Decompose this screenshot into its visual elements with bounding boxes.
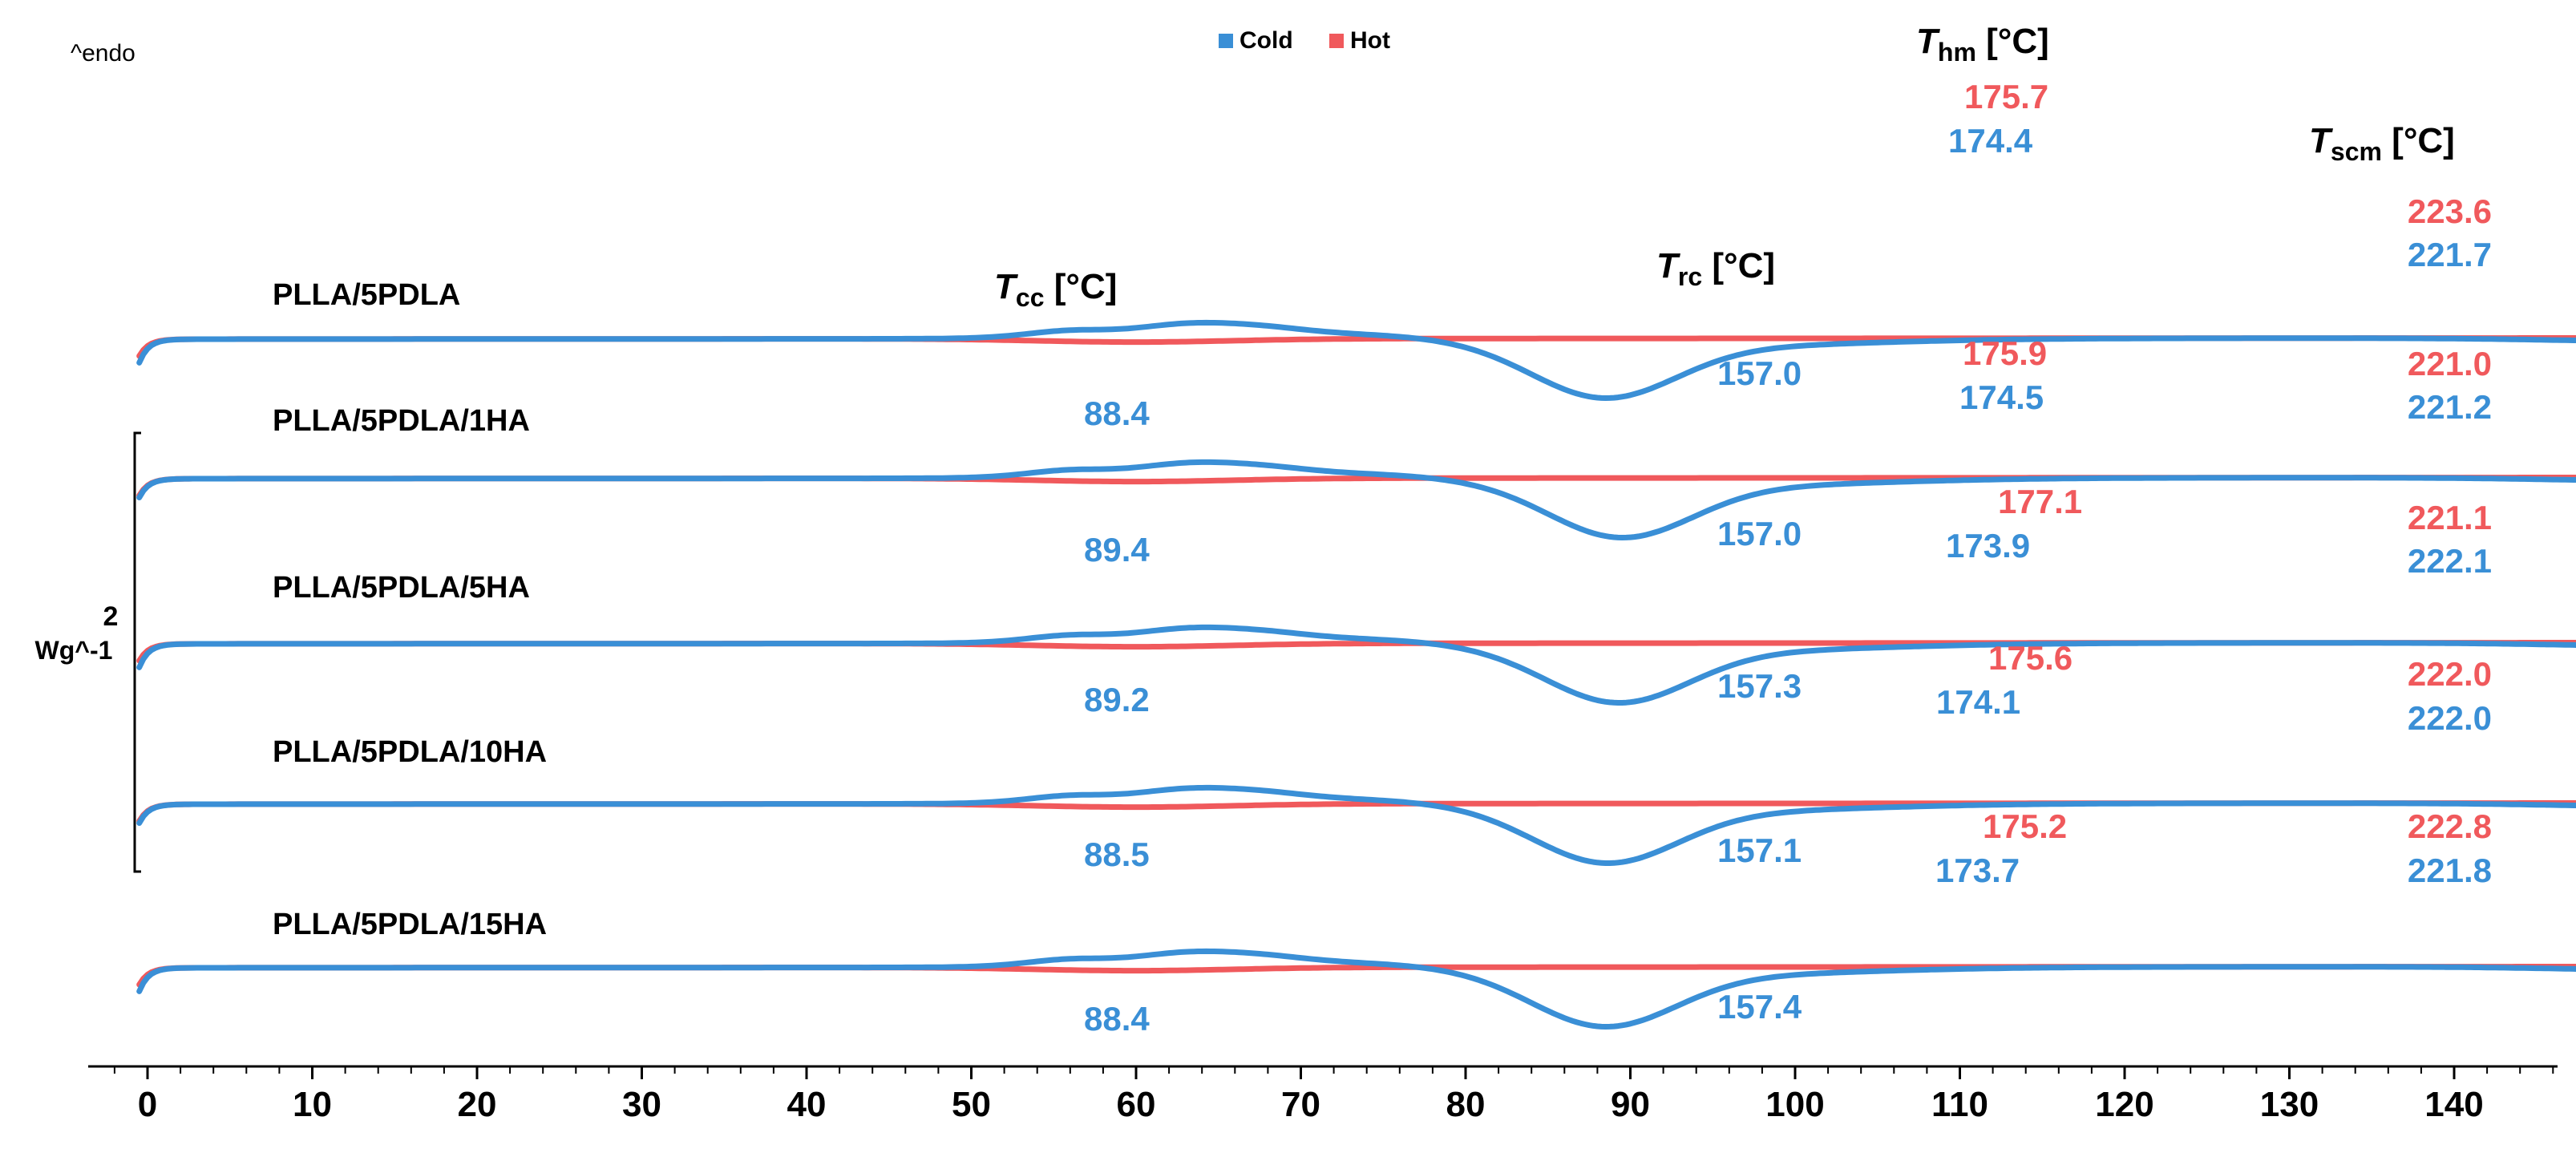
peak-value-label: 174.1 bbox=[1936, 683, 2020, 721]
legend-cold-label: Cold bbox=[1239, 27, 1293, 54]
dsc-curves bbox=[136, 319, 2576, 1030]
x-tick-label: 20 bbox=[458, 1085, 497, 1124]
peak-value-label: 222.8 bbox=[2408, 807, 2492, 845]
peak-value-label: 221.2 bbox=[2408, 388, 2492, 426]
sample-labels: PLLA/5PDLA PLLA/5PDLA/1HA PLLA/5PDLA/5HA PL… bbox=[273, 278, 547, 941]
peak-value-label: 157.0 bbox=[1717, 354, 1802, 392]
peak-value-label: 89.2 bbox=[1084, 681, 1150, 718]
legend-hot-swatch bbox=[1329, 34, 1344, 48]
scale-bar: 2 Wg^-1 bbox=[35, 431, 141, 873]
header-tscm-text: Tscm [°C] bbox=[2309, 121, 2455, 166]
cold-curve bbox=[136, 624, 2576, 706]
peak-value-label: 175.6 bbox=[1988, 639, 2073, 677]
peak-value-label: 221.8 bbox=[2408, 852, 2492, 889]
x-tick-label: 90 bbox=[1611, 1085, 1650, 1124]
peak-value-label: 88.4 bbox=[1084, 394, 1150, 432]
header-trc-text: Trc [°C] bbox=[1656, 246, 1775, 291]
sample-name: PLLA/5PDLA/1HA bbox=[273, 404, 530, 438]
legend-cold-swatch bbox=[1219, 34, 1233, 48]
header-thm: Thm [°C] bbox=[1916, 22, 2049, 67]
peak-value-label: 89.4 bbox=[1084, 531, 1150, 568]
sample-curves-2 bbox=[136, 459, 2576, 540]
peak-value-label: 174.5 bbox=[1959, 378, 2044, 416]
peak-value-label: 222.1 bbox=[2408, 542, 2492, 580]
sample-curves-3 bbox=[136, 624, 2576, 706]
peak-value-label: 157.4 bbox=[1717, 988, 1802, 1026]
peak-value-label: 175.2 bbox=[1983, 807, 2067, 845]
peak-value-label: 157.1 bbox=[1717, 831, 1802, 869]
x-tick-label: 110 bbox=[1931, 1085, 1988, 1124]
sample-curves-4 bbox=[136, 784, 2576, 866]
cold-curve bbox=[136, 319, 2576, 401]
peak-value-label: 222.0 bbox=[2408, 655, 2492, 693]
x-tick-label: 80 bbox=[1446, 1085, 1486, 1124]
peak-value-label: 175.9 bbox=[1963, 334, 2047, 372]
peak-value-label: 222.0 bbox=[2408, 699, 2492, 737]
x-tick-label: 60 bbox=[1117, 1085, 1156, 1124]
peak-value-label: 221.1 bbox=[2408, 499, 2492, 536]
peak-value-label: 223.6 bbox=[2408, 192, 2492, 230]
header-tcc: Tcc [°C] bbox=[994, 267, 1117, 312]
sample-curves-1 bbox=[136, 319, 2576, 401]
header-trc: Trc [°C] bbox=[1656, 246, 1775, 291]
peak-value-label: 157.0 bbox=[1717, 515, 1802, 552]
peak-value-label: 88.5 bbox=[1084, 835, 1150, 873]
sample-curves-5 bbox=[136, 948, 2576, 1030]
x-tick-label: 40 bbox=[787, 1085, 827, 1124]
peak-value-label: 88.4 bbox=[1084, 1000, 1150, 1038]
x-tick-label: 0 bbox=[138, 1085, 157, 1124]
peak-value-label: 174.4 bbox=[1948, 122, 2033, 160]
peak-value-label: 221.0 bbox=[2408, 345, 2492, 382]
cold-curve bbox=[136, 784, 2576, 866]
legend-hot-label: Hot bbox=[1350, 27, 1390, 54]
y-axis-unit: Wg^-1 bbox=[35, 636, 113, 665]
cold-curve bbox=[136, 459, 2576, 540]
cold-curve bbox=[136, 948, 2576, 1030]
sample-name: PLLA/5PDLA/10HA bbox=[273, 735, 547, 769]
x-tick-label: 10 bbox=[293, 1085, 332, 1124]
peak-value-label: 173.7 bbox=[1935, 852, 2020, 889]
header-tcc-text: Tcc [°C] bbox=[994, 267, 1117, 312]
x-tick-label: 100 bbox=[1765, 1085, 1824, 1124]
peak-value-label: 173.9 bbox=[1946, 527, 2030, 564]
x-axis: 0102030405060708090100110120130140150160… bbox=[88, 1065, 2558, 1124]
legend: Cold Hot bbox=[1219, 27, 1390, 54]
sample-name: PLLA/5PDLA/5HA bbox=[273, 571, 530, 605]
x-tick-label: 140 bbox=[2424, 1085, 2483, 1124]
peak-value-label: 157.3 bbox=[1717, 667, 1802, 705]
peak-value-label: 175.7 bbox=[1964, 78, 2048, 115]
endo-label: ^endo bbox=[71, 40, 135, 67]
x-tick-label: 30 bbox=[622, 1085, 661, 1124]
x-tick-label: 120 bbox=[2095, 1085, 2153, 1124]
x-tick-label: 130 bbox=[2260, 1085, 2319, 1124]
x-tick-label: 70 bbox=[1281, 1085, 1320, 1124]
header-thm-text: Thm [°C] bbox=[1916, 22, 2049, 67]
header-tscm: Tscm [°C] bbox=[2309, 121, 2455, 166]
sample-name: PLLA/5PDLA bbox=[273, 278, 460, 312]
sample-name: PLLA/5PDLA/15HA bbox=[273, 908, 547, 941]
scale-bar-value: 2 bbox=[103, 601, 119, 632]
peak-value-label: 177.1 bbox=[1998, 483, 2082, 520]
peak-annotations: 88.4 89.4 89.2 88.5 88.4 157.0 157.0 157.3 157.1… bbox=[1084, 78, 2492, 1038]
scale-bar-bracket bbox=[133, 431, 141, 873]
peak-value-label: 221.7 bbox=[2408, 236, 2492, 273]
x-tick-label: 50 bbox=[952, 1085, 991, 1124]
